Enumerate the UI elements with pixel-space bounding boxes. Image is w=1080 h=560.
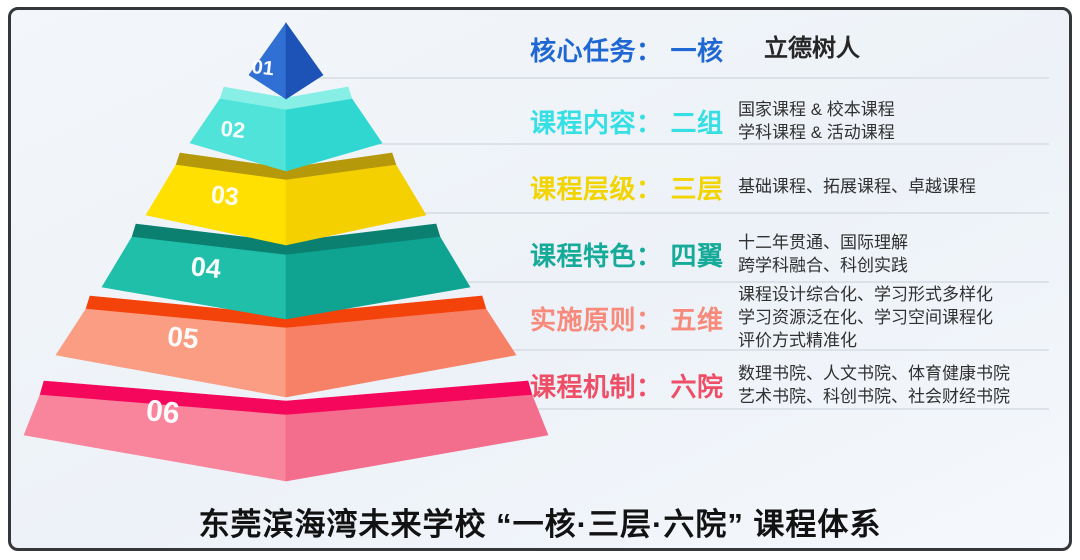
row-count-word: 六院 [670, 371, 724, 402]
row-description: 立德树人 [738, 35, 860, 63]
row-heading-04: 课程特色： 四翼 [530, 236, 738, 273]
pyramid-number-02: 02 [219, 116, 246, 143]
row-heading-label: 课程特色： [530, 240, 663, 271]
row-description: 基础课程、拓展课程、卓越课程 [738, 176, 976, 198]
pyramid-face-right-02 [285, 98, 383, 172]
row-heading-05: 实施原则： 五维 [530, 300, 738, 337]
row-count-word: 二组 [670, 107, 724, 138]
row-count-word: 三层 [670, 173, 724, 204]
row-heading-02: 课程内容： 二组 [530, 103, 738, 140]
level-row-05: 实施原则： 五维 课程设计综合化、学习形式多样化 学习资源泛在化、学习空间课程化 评价方… [530, 284, 1060, 352]
row-desc-line: 学科课程 & 活动课程 [738, 122, 895, 142]
row-desc-line: 跨学科融合、科创实践 [738, 255, 908, 275]
page-title: 东莞滨海湾未来学校 “一核·三层·六院” 课程体系 [198, 506, 882, 542]
row-heading-03: 课程层级： 三层 [530, 169, 738, 206]
row-desc-line: 国家课程 & 校本课程 [738, 99, 895, 119]
row-description: 数理书院、人文书院、体育健康书院 艺术书院、科创书院、社会财经书院 [738, 363, 1010, 408]
level-row-01: 核心任务： 一核 立德树人 [530, 24, 1060, 74]
pyramid-number-03: 03 [210, 181, 241, 212]
level-row-03: 课程层级： 三层 基础课程、拓展课程、卓越课程 [530, 156, 1060, 218]
pyramid-face-right-01 [285, 22, 324, 100]
row-desc-line: 立德树人 [764, 35, 860, 62]
pyramid-face-right-03 [285, 164, 427, 246]
row-heading-06: 课程机制： 六院 [530, 367, 738, 404]
row-desc-line: 十二年贯通、国际理解 [738, 232, 908, 252]
diagram-panel: 01 02 03 04 05 06 核心任务： 一核 立德树人 课程内容： 二组 国家课程 & 校本… [8, 7, 1072, 551]
row-description: 国家课程 & 校本课程 学科课程 & 活动课程 [738, 99, 895, 144]
pyramid-diagram: 01 02 03 04 05 06 [23, 22, 1049, 482]
row-count-word: 四翼 [670, 240, 724, 271]
pyramid-face-right-04 [285, 236, 471, 320]
level-row-06: 课程机制： 六院 数理书院、人文书院、体育健康书院 艺术书院、科创书院、社会财经书院 [530, 354, 1060, 416]
row-desc-line: 课程设计综合化、学习形式多样化 [738, 285, 993, 304]
row-count-word: 五维 [670, 304, 724, 335]
row-desc-line: 学习资源泛在化、学习空间课程化 [738, 308, 993, 327]
row-count-word: 一核 [670, 35, 724, 66]
row-heading-01: 核心任务： 一核 [530, 31, 738, 68]
row-heading-label: 课程机制： [530, 371, 663, 402]
row-desc-line: 艺术书院、科创书院、社会财经书院 [738, 386, 1010, 406]
pyramid-number-06: 06 [145, 394, 182, 430]
row-desc-line: 评价方式精准化 [738, 331, 857, 350]
pyramid-face-right-05 [285, 308, 517, 398]
pyramid-number-01: 01 [251, 56, 275, 80]
pyramid-face-right-06 [285, 394, 549, 482]
level-rows: 核心任务： 一核 立德树人 课程内容： 二组 国家课程 & 校本课程 学科课程 & 活动课程… [11, 10, 1069, 548]
row-heading-label: 课程内容： [530, 107, 663, 138]
pyramid-number-04: 04 [189, 251, 222, 284]
level-row-02: 课程内容： 二组 国家课程 & 校本课程 学科课程 & 活动课程 [530, 90, 1060, 152]
row-heading-label: 课程层级： [530, 173, 663, 204]
row-heading-label: 核心任务： [530, 35, 663, 66]
level-row-04: 课程特色： 四翼 十二年贯通、国际理解 跨学科融合、科创实践 [530, 222, 1060, 286]
row-heading-label: 实施原则： [530, 304, 663, 335]
row-description: 课程设计综合化、学习形式多样化 学习资源泛在化、学习空间课程化 评价方式精准化 [738, 284, 993, 352]
row-description: 十二年贯通、国际理解 跨学科融合、科创实践 [738, 232, 908, 277]
row-desc-line: 数理书院、人文书院、体育健康书院 [738, 363, 1010, 383]
pyramid-number-05: 05 [166, 321, 200, 355]
row-desc-line: 基础课程、拓展课程、卓越课程 [738, 177, 976, 196]
